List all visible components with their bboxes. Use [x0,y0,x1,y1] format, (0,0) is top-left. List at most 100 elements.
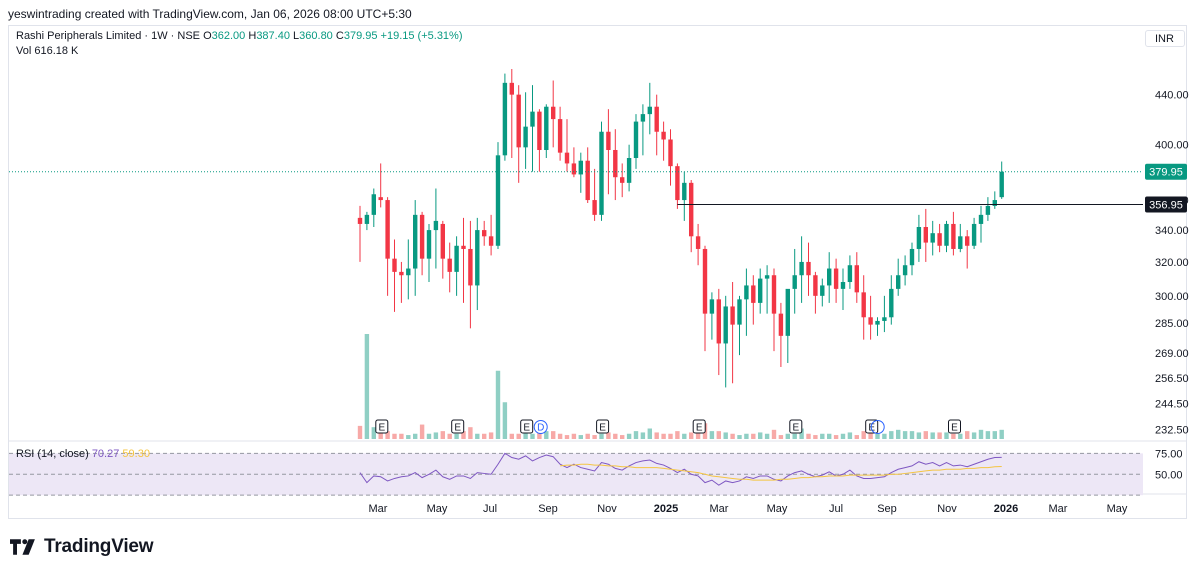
candle-body [544,106,549,150]
candle-body [799,261,804,276]
candle-body [896,275,901,289]
level-price-label: 356.95 [1149,200,1183,212]
volume-bar [847,432,853,439]
candle-body [730,306,735,325]
candle-body [592,200,597,215]
candle-body [951,223,956,249]
candle-body [599,131,604,215]
volume-legend: Vol 616.18 K [16,45,78,57]
open-label: O [203,30,212,42]
close-label: C [335,30,344,42]
rsi-ma-value: 59.30 [122,448,150,460]
candle-body [661,131,666,140]
candle-body [523,126,528,148]
low-value: 360.80 [299,30,333,42]
volume-bar [654,432,659,439]
volume-bar [557,433,563,439]
level-price-badge [1145,196,1187,213]
candle-body [854,265,859,293]
volume-bar [861,431,866,439]
candle-body [647,106,652,115]
volume-bar [985,431,991,439]
candle-body [999,171,1004,198]
dividend-marker [870,420,885,434]
volume-bar [530,433,535,439]
candle-body [868,317,873,325]
candle-body [482,230,487,237]
tradingview-brand[interactable]: TradingView [10,536,154,558]
volume-bar [640,432,646,439]
close-value: 379.95 [343,30,378,42]
candle-body [426,230,432,259]
volume-bar [889,431,894,439]
chart-frame [8,25,1187,519]
candle-body [792,275,797,289]
volume-bar [827,433,832,439]
volume-bar [668,433,673,439]
price-tick-label: 285.00 [1155,318,1189,330]
dividend-marker-label: D [537,423,544,434]
candle-body [709,299,715,314]
volume-bar [944,432,949,439]
earnings-marker-label: E [951,423,958,434]
price-tick-label: 440.00 [1155,90,1189,102]
volume-bar [495,370,501,439]
volume-bar [447,433,452,439]
candle-body [357,217,363,224]
volume-bar [502,402,508,439]
volume-bar [475,433,480,439]
volume-bar [958,433,963,439]
candle-body [413,214,418,269]
volume-bar [882,433,887,439]
candle-body [944,223,949,246]
volume-bar [896,429,901,439]
last-price-label: 379.95 [1149,167,1183,179]
currency-selector[interactable]: INR [1145,30,1185,47]
volume-bar [426,433,432,439]
volume-bar [916,432,922,439]
volume-bar [523,432,528,439]
candle-body [537,111,542,150]
volume-bar [965,431,970,439]
candle-body [578,160,583,175]
candle-body [371,194,376,215]
volume-bar [564,435,570,439]
candle-body [551,106,556,120]
symbol-legend: Rashi Peripherals Limited · 1W · NSE O36… [16,30,463,42]
candle-body [509,82,514,95]
rsi-label: RSI (14, close) [16,448,89,460]
volume-bar [675,431,680,439]
change-value: +19.15 (+5.31%) [380,30,463,42]
earnings-marker-label: E [792,423,799,434]
candle-body [668,139,673,167]
earnings-marker [520,419,534,434]
time-tick-label: Nov [937,503,957,515]
volume-bar [923,431,928,439]
candle-body [392,258,397,272]
volume-bar [419,424,425,439]
candle-body [751,285,756,303]
volume-bar [626,433,632,439]
candle-body [813,275,818,296]
volume-bar [571,433,577,439]
rsi-tick-label: 50.00 [1155,469,1183,481]
volume-bar [902,431,908,439]
earnings-marker-label: E [868,423,875,434]
candle-body [882,317,887,321]
volume-bar [578,435,583,439]
candle-body [640,114,646,122]
earnings-marker-label: E [378,423,385,434]
candle-body [744,285,749,300]
candle-body [454,245,459,272]
earnings-marker [948,419,961,434]
candle-body [902,265,908,276]
high-label: H [248,30,257,42]
candle-body [557,119,563,153]
candle-body [461,245,466,249]
time-tick-label: May [427,503,448,515]
price-tick-label: 269.00 [1155,348,1189,360]
price-tick-label: 300.00 [1155,291,1189,303]
volume-bar [433,432,439,439]
volume-bar [482,433,487,439]
